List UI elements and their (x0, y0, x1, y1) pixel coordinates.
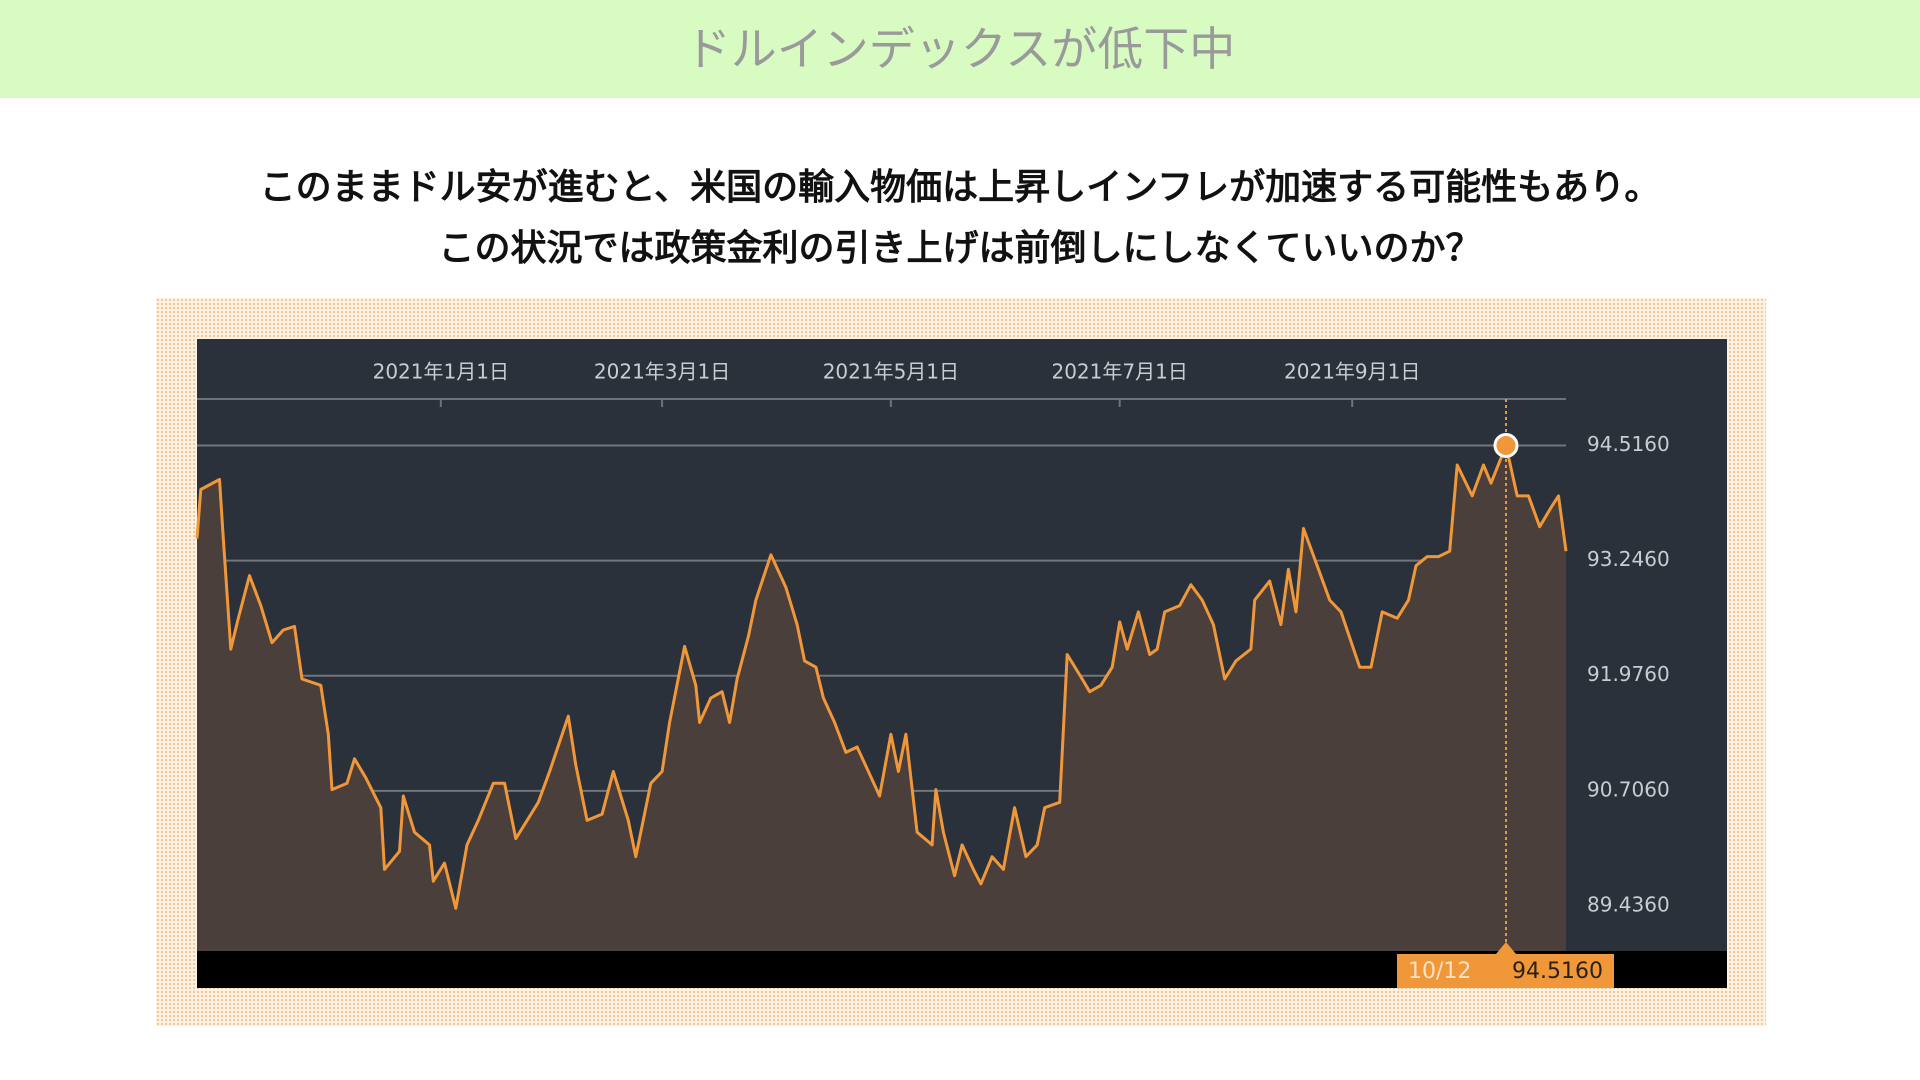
x-tick-label: 2021年3月1日 (594, 360, 730, 384)
y-tick-label: 89.4360 (1587, 893, 1670, 917)
highlight-marker (1493, 432, 1519, 458)
highlight-value: 94.5160 (1512, 959, 1603, 984)
y-tick-label: 93.2460 (1587, 547, 1670, 571)
highlight-pointer (1495, 942, 1516, 954)
x-tick-label: 2021年7月1日 (1051, 360, 1187, 384)
x-tick-label: 2021年5月1日 (823, 360, 959, 384)
area (197, 445, 1566, 951)
header-title: ドルインデックスが低下中 (0, 0, 1920, 98)
x-tick-label: 2021年1月1日 (373, 360, 509, 384)
y-tick-label: 94.5160 (1587, 432, 1670, 456)
caption-line: このままドル安が進むと、米国の輸入物価は上昇しインフレが加速する可能性もあり。 (259, 167, 1661, 208)
highlight-box (1397, 954, 1614, 988)
caption-line: この状況では政策金利の引き上げは前倒しにしなくていいのか？ (438, 228, 1482, 269)
y-tick-label: 91.9760 (1587, 662, 1670, 686)
y-tick-label: 90.7060 (1587, 777, 1670, 801)
x-tick-label: 2021年9月1日 (1284, 360, 1420, 384)
line (195, 443, 1568, 910)
highlight-date: 10/12 (1408, 959, 1471, 984)
